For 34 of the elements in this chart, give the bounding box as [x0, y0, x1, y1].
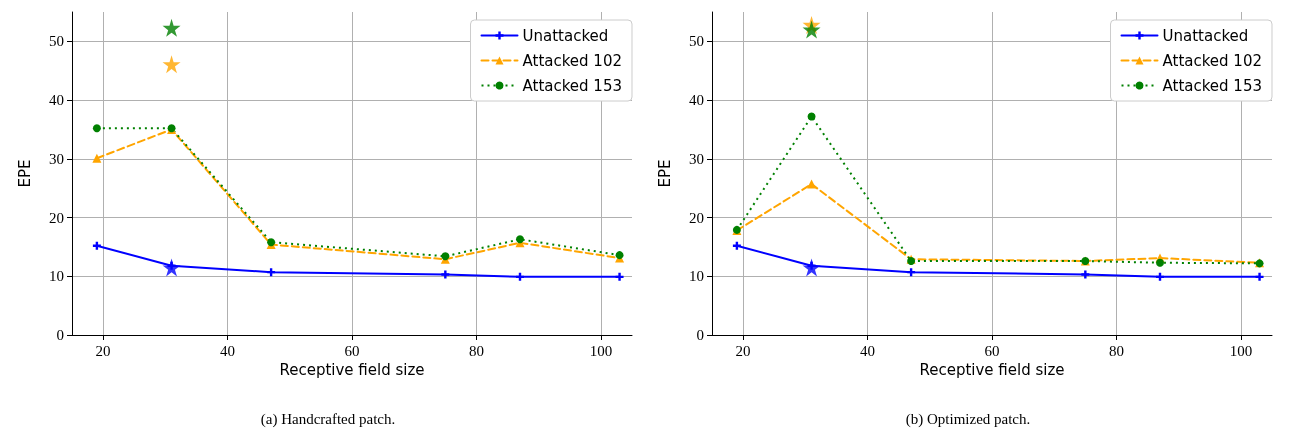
y-tick-label: 40 — [689, 92, 704, 109]
y-tick-label: 50 — [49, 33, 64, 50]
y-tick-label: 50 — [689, 33, 704, 50]
x-tick-label: 80 — [468, 342, 484, 359]
x-tick-label: 100 — [1229, 342, 1253, 359]
x-axis-title: Receptive field size — [919, 361, 1065, 380]
x-axis-title: Receptive field size — [279, 361, 425, 380]
y-tick-label: 20 — [689, 209, 704, 226]
x-tick-label: 20 — [735, 342, 751, 359]
x-tick-label: 60 — [984, 342, 1000, 359]
legend-label: Attacked 102 — [522, 51, 622, 70]
y-tick-label: 20 — [49, 209, 64, 226]
x-tick-label: 60 — [344, 342, 360, 359]
legend-label: Attacked 153 — [1162, 76, 1262, 95]
y-tick-label: 30 — [49, 150, 64, 167]
x-tick-label: 80 — [1108, 342, 1124, 359]
text: (b) Optimized patch. — [905, 410, 1031, 428]
y-axis-title: EPE — [655, 159, 674, 188]
legend-label: Unattacked — [1162, 26, 1249, 45]
y-tick-label: 0 — [696, 327, 704, 343]
legend-label: Attacked 102 — [1162, 51, 1262, 70]
y-tick-label: 0 — [56, 327, 64, 343]
y-tick-label: 30 — [689, 150, 704, 167]
y-axis-title: EPE — [15, 159, 34, 188]
y-tick-label: 10 — [689, 268, 704, 285]
y-tick-label: 40 — [49, 92, 64, 109]
text: (a) Handcrafted patch. — [260, 410, 396, 428]
x-tick-label: 40 — [860, 342, 876, 359]
x-tick-label: 40 — [220, 342, 236, 359]
y-tick-label: 10 — [49, 268, 64, 285]
x-tick-label: 20 — [95, 342, 111, 359]
legend-label: Unattacked — [522, 26, 609, 45]
x-tick-label: 100 — [589, 342, 613, 359]
legend-label: Attacked 153 — [522, 76, 622, 95]
